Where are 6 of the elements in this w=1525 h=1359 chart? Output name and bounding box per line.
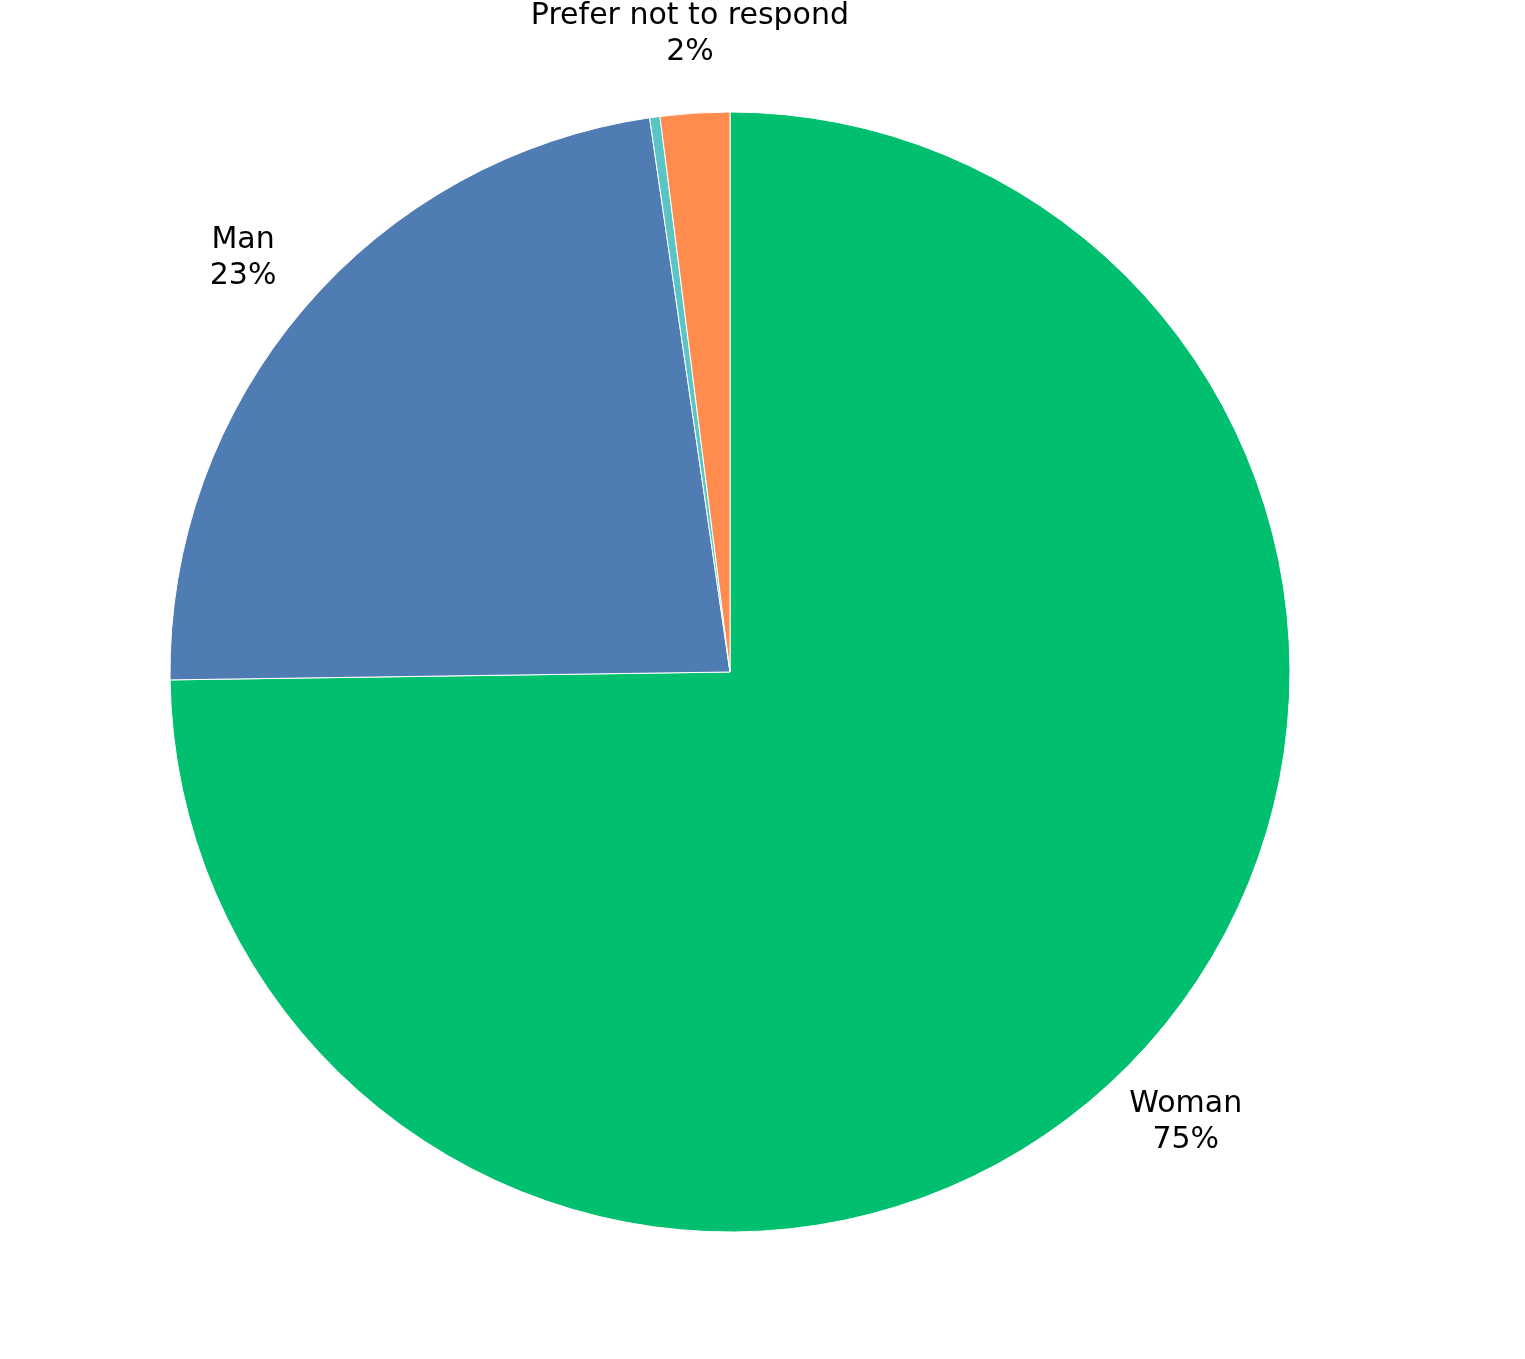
- data-label: 23%: [209, 255, 277, 291]
- slice-label: Prefer not to respond: [530, 0, 849, 32]
- data-label: 75%: [1152, 1120, 1220, 1156]
- data-label: 2%: [666, 32, 714, 68]
- slice-label: Man: [211, 219, 275, 255]
- slice-label: Woman: [1129, 1084, 1243, 1120]
